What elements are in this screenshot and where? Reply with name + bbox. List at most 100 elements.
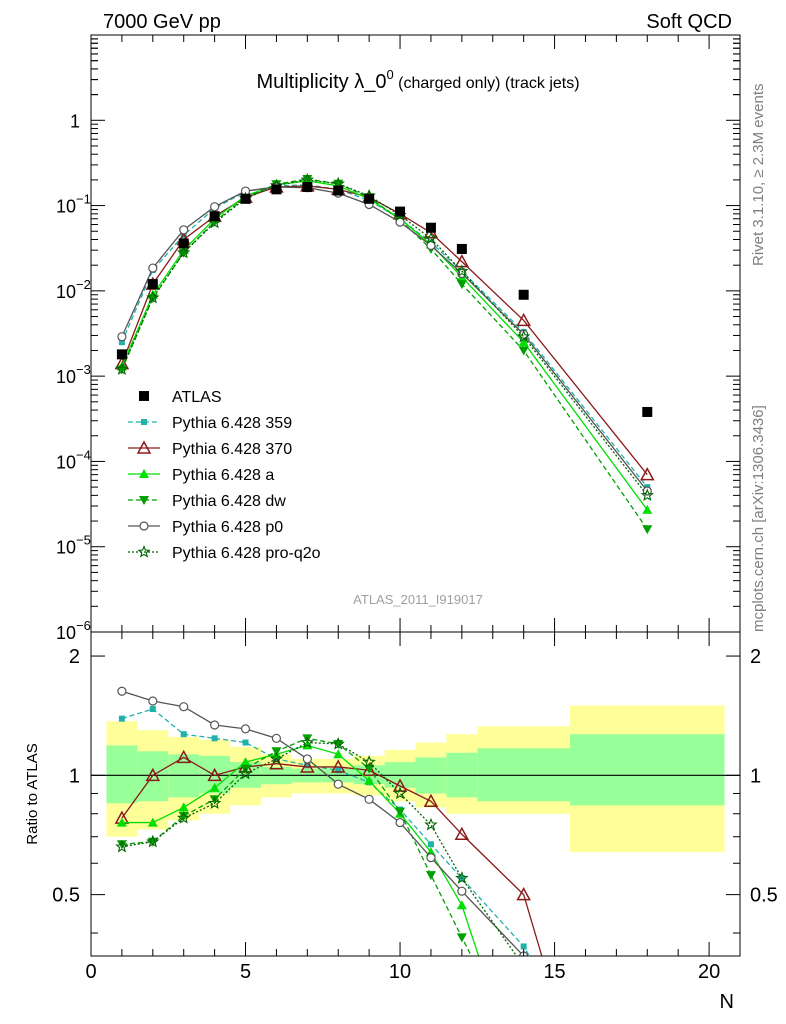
legend-item: Pythia 6.428 dw (128, 493, 286, 510)
series-point (516, 329, 531, 343)
ratio-point (364, 794, 374, 804)
series-point (179, 225, 189, 235)
ratio-point (362, 755, 376, 768)
ratio-point (118, 715, 125, 722)
x-axis-label: N (720, 991, 734, 1013)
legend-marker (139, 391, 149, 401)
ratio-point (304, 762, 311, 769)
category-label: Soft QCD (646, 11, 732, 33)
data-point (518, 289, 529, 300)
series-atlas (116, 182, 653, 417)
ratio-line (121, 708, 531, 956)
data-point (209, 211, 220, 222)
legend-item: ATLAS (139, 389, 222, 406)
series-point (117, 332, 127, 342)
x-tick-label: 10 (389, 961, 411, 983)
legend-marker (137, 544, 151, 558)
series-point (148, 263, 158, 273)
ratio-y-label: Ratio to ATLAS (24, 743, 41, 844)
ratio-point (425, 871, 436, 881)
series-point (518, 337, 529, 347)
y-tick-label: 10−5 (56, 533, 91, 558)
ratio-point (209, 782, 220, 792)
series-point (177, 245, 191, 259)
ratio-point (364, 775, 375, 785)
data-point (456, 243, 467, 254)
ratio-point (516, 887, 531, 901)
ratio-point (242, 739, 249, 746)
legend-marker (139, 521, 149, 531)
x-tick-label: 5 (240, 961, 251, 983)
series-point (518, 346, 529, 356)
ratio-point (240, 757, 251, 767)
ratio-point (300, 759, 315, 773)
data-point (178, 238, 189, 249)
series-point (640, 488, 654, 501)
series-point (115, 362, 129, 375)
ratio-point (423, 793, 439, 808)
ratio-point (209, 795, 220, 805)
uncertainty-band-inner (106, 745, 138, 804)
ratio-y-tick-label-right: 0.5 (750, 885, 778, 907)
ratio-point (269, 751, 284, 765)
ratio-point (302, 754, 312, 764)
legend-marker (141, 419, 147, 425)
ratio-series-pythia-6-428-pro-q2o (115, 735, 518, 956)
x-tick-label: 0 (85, 961, 96, 983)
main-frame (90, 34, 741, 633)
ratio-point (180, 731, 187, 738)
data-point (240, 193, 251, 204)
y-tick-label: 10−2 (56, 277, 91, 302)
ratio-point (211, 735, 218, 742)
ratio-point (178, 811, 189, 821)
ratio-point (395, 807, 406, 817)
ratio-point (395, 817, 405, 828)
series-point (118, 339, 125, 346)
series-point (516, 312, 531, 327)
data-point (425, 222, 436, 233)
legend-marker (139, 469, 149, 478)
legend-item: Pythia 6.428 a (128, 467, 274, 484)
legend-item: Pythia 6.428 359 (128, 415, 292, 432)
data-point (395, 206, 406, 217)
ratio-y-tick-label: 0.5 (52, 885, 80, 907)
ratio-point (454, 826, 470, 841)
ratio-point (333, 779, 343, 789)
ratio-series-pythia-6-428-p0 (117, 686, 529, 956)
ratio-point (117, 686, 127, 696)
ratio-point (145, 767, 161, 782)
ratio-point (178, 802, 189, 812)
ratio-point (207, 767, 222, 782)
legend-label: Pythia 6.428 pro-q2o (172, 545, 321, 562)
ratio-point (361, 762, 377, 776)
data-point (116, 349, 127, 360)
ratio-point (393, 786, 407, 800)
ratio-point (456, 933, 467, 943)
x-tick-label: 20 (698, 961, 720, 983)
ratio-point (330, 759, 346, 773)
series-line (121, 178, 648, 530)
ratio-point (207, 796, 222, 810)
ratio-y-tick-label-right: 1 (750, 765, 761, 787)
series-pythia-6-428-370 (114, 178, 655, 481)
series-line (121, 179, 648, 496)
mcplots-label: mcplots.cern.ch [arXiv:1306.3436] (750, 405, 767, 632)
y-tick-label: 10−6 (56, 618, 91, 643)
series-point (640, 467, 655, 481)
ratio-y-tick-label: 2 (69, 646, 80, 668)
ratio-y-tick-label-right: 2 (750, 646, 761, 668)
data-point (147, 279, 158, 290)
ratio-point (426, 853, 436, 863)
legend-label: Pythia 6.428 359 (172, 415, 292, 432)
ratio-point (333, 749, 344, 759)
ratio-point (427, 841, 434, 848)
ratio-line (121, 741, 518, 956)
analysis-watermark: ATLAS_2011_I919017 (353, 592, 483, 607)
ratio-point (335, 767, 342, 774)
ratio-point (271, 733, 282, 743)
x-tick-label: 15 (543, 961, 565, 983)
legend-label: ATLAS (172, 389, 222, 406)
legend-item: Pythia 6.428 p0 (128, 519, 283, 536)
ratio-point (210, 720, 220, 730)
ratio-line (121, 690, 525, 956)
